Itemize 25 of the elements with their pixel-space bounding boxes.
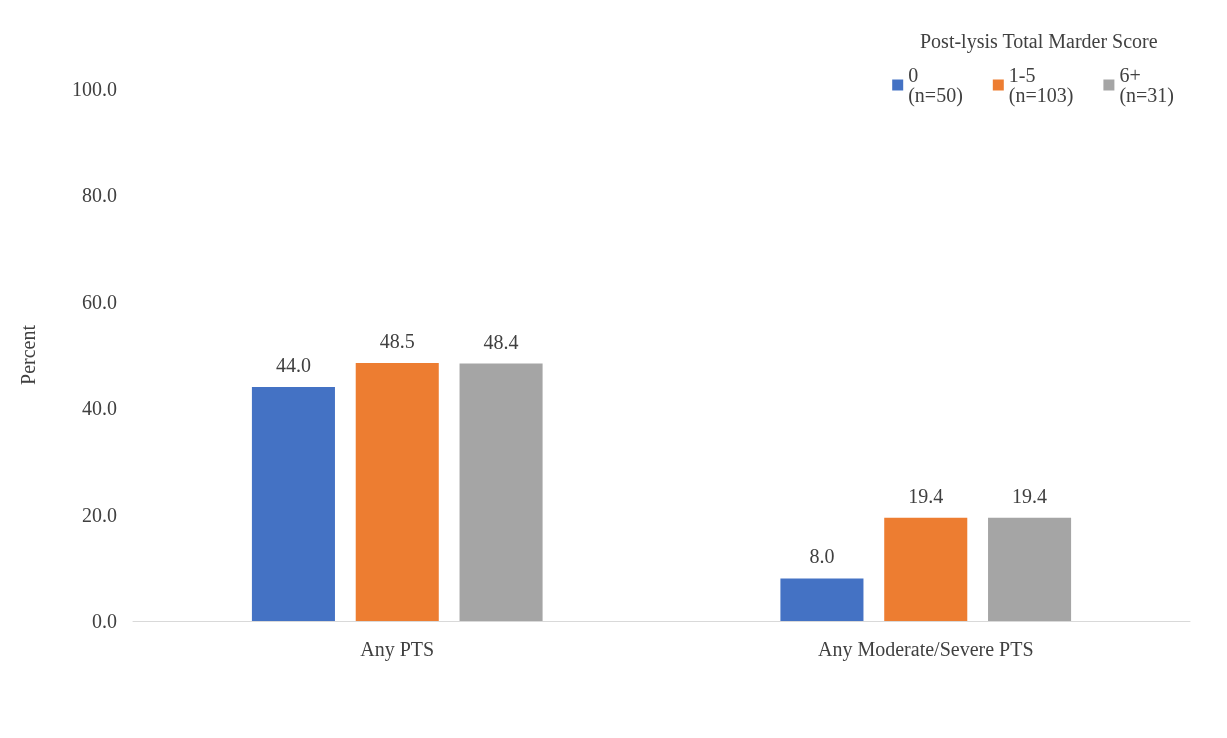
bar (884, 517, 968, 621)
legend-label: 6+ (n=31) (1119, 64, 1175, 107)
bar (355, 362, 439, 621)
bar (988, 517, 1072, 621)
x-tick-label: Any Moderate/Severe PTS (817, 638, 1034, 661)
y-tick-label: 60.0 (82, 290, 117, 313)
y-axis-title: Percent (17, 324, 39, 385)
data-label: 48.5 (379, 329, 415, 352)
data-label: 19.4 (908, 484, 944, 507)
legend-label: 1-5 (n=103) (1008, 64, 1074, 107)
bar (780, 578, 864, 621)
y-tick-label: 80.0 (82, 184, 117, 207)
bar (251, 386, 335, 621)
y-tick-label: 0.0 (92, 610, 117, 632)
y-tick-label: 100.0 (72, 78, 117, 100)
y-tick-label: 40.0 (82, 397, 117, 420)
bar (459, 363, 543, 621)
data-label: 44.0 (275, 353, 311, 376)
x-tick-label: Any PTS (360, 638, 435, 661)
legend-label: 0 (n=50) (908, 64, 963, 107)
data-label: 48.4 (483, 330, 519, 353)
data-label: 19.4 (1012, 484, 1048, 507)
y-tick-label: 20.0 (82, 503, 117, 526)
data-label: 8.0 (809, 545, 835, 568)
legend-title: Post-lysis Total Marder Score (919, 30, 1158, 53)
